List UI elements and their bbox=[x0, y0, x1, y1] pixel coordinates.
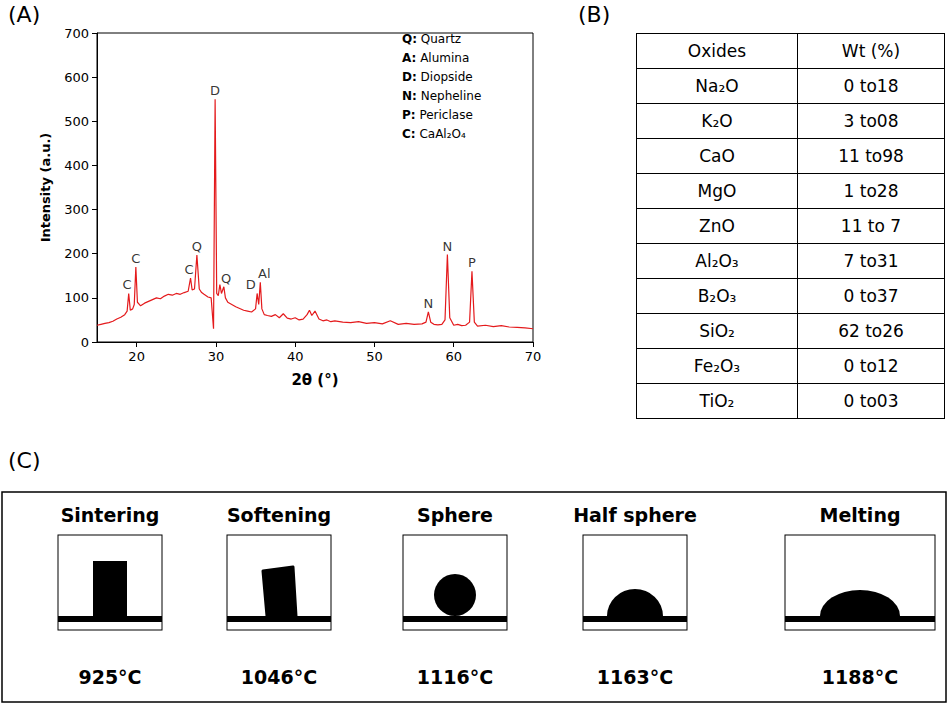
html-text:11 to 7: 11 to 7 bbox=[840, 216, 902, 236]
html-text:D: Diopside: D: Diopside bbox=[402, 70, 473, 84]
svg-text:0: 0 bbox=[81, 335, 89, 350]
html-text:Na₂O: Na₂O bbox=[695, 76, 739, 96]
svg-text:C: C bbox=[123, 277, 132, 292]
html-text:7 to31: 7 to31 bbox=[843, 251, 899, 271]
svg-text:Al: Al bbox=[258, 266, 271, 281]
html-text:MgO: MgO bbox=[697, 181, 737, 201]
svg-text:40: 40 bbox=[287, 349, 304, 364]
svg-text:30: 30 bbox=[208, 349, 225, 364]
html-text:0 to18: 0 to18 bbox=[843, 76, 899, 96]
html-text:Al₂O₃: Al₂O₃ bbox=[695, 251, 739, 271]
html-text:P: Periclase: P: Periclase bbox=[402, 108, 473, 122]
svg-text:2θ (°): 2θ (°) bbox=[291, 371, 338, 389]
svg-text:500: 500 bbox=[64, 114, 89, 129]
svg-text:20: 20 bbox=[128, 349, 145, 364]
svg-text:600: 600 bbox=[64, 70, 89, 85]
svg-text:50: 50 bbox=[366, 349, 383, 364]
html-text:SiO₂: SiO₂ bbox=[699, 321, 735, 341]
svg-text:N: N bbox=[423, 296, 433, 311]
html-text:0 to37: 0 to37 bbox=[843, 286, 899, 306]
svg-text:C: C bbox=[184, 262, 193, 277]
html-text:Oxides: Oxides bbox=[687, 41, 747, 61]
html-text:N: Nepheline: N: Nepheline bbox=[402, 89, 482, 103]
html-text:(B): (B) bbox=[578, 2, 611, 27]
html-text:TiO₂: TiO₂ bbox=[699, 391, 735, 411]
svg-text:100: 100 bbox=[64, 290, 89, 305]
svg-text:D: D bbox=[246, 277, 256, 292]
html-text:A: Alumina: A: Alumina bbox=[402, 51, 470, 65]
svg-text:Q: Q bbox=[192, 239, 202, 254]
svg-text:700: 700 bbox=[64, 26, 89, 41]
svg-text:Melting: Melting bbox=[819, 504, 900, 526]
svg-text:1188°C: 1188°C bbox=[822, 666, 898, 688]
svg-text:Sphere: Sphere bbox=[417, 504, 493, 526]
svg-text:Half sphere: Half sphere bbox=[573, 504, 697, 526]
svg-text:Q: Q bbox=[221, 271, 231, 286]
html-text:CaO: CaO bbox=[699, 146, 735, 166]
svg-text:Sintering: Sintering bbox=[61, 504, 160, 526]
html-text:(A): (A) bbox=[8, 2, 41, 27]
svg-text:1116°C: 1116°C bbox=[417, 666, 493, 688]
svg-text:P: P bbox=[468, 255, 476, 270]
svg-text:C: C bbox=[131, 251, 140, 266]
html-text:ZnO: ZnO bbox=[699, 216, 735, 236]
svg-text:D: D bbox=[210, 83, 220, 98]
svg-text:(C): (C) bbox=[8, 448, 41, 473]
svg-text:60: 60 bbox=[445, 349, 462, 364]
html-text:Wt (%): Wt (%) bbox=[841, 41, 901, 61]
html-text:0 to12: 0 to12 bbox=[843, 356, 899, 376]
svg-text:1046°C: 1046°C bbox=[241, 666, 317, 688]
html-text:0 to03: 0 to03 bbox=[843, 391, 899, 411]
html-text:K₂O: K₂O bbox=[701, 111, 733, 131]
html-text:3 to08: 3 to08 bbox=[843, 111, 899, 131]
html-text:1 to28: 1 to28 bbox=[843, 181, 899, 201]
svg-text:Softening: Softening bbox=[227, 504, 331, 526]
svg-text:Intensity (a.u.): Intensity (a.u.) bbox=[38, 133, 53, 243]
svg-text:400: 400 bbox=[64, 158, 89, 173]
html-text:Fe₂O₃: Fe₂O₃ bbox=[693, 356, 741, 376]
html-text:62 to26: 62 to26 bbox=[838, 321, 904, 341]
svg-text:300: 300 bbox=[64, 202, 89, 217]
html-text:B₂O₃: B₂O₃ bbox=[697, 286, 737, 306]
html-text:C: CaAl₂O₄: C: CaAl₂O₄ bbox=[402, 127, 466, 141]
svg-text:N: N bbox=[443, 239, 453, 254]
svg-text:925°C: 925°C bbox=[78, 666, 141, 688]
html-text:Q: Quartz: Q: Quartz bbox=[402, 32, 462, 46]
html-text:11 to98: 11 to98 bbox=[838, 146, 904, 166]
svg-text:1163°C: 1163°C bbox=[597, 666, 673, 688]
svg-text:70: 70 bbox=[525, 349, 542, 364]
svg-text:200: 200 bbox=[64, 246, 89, 261]
